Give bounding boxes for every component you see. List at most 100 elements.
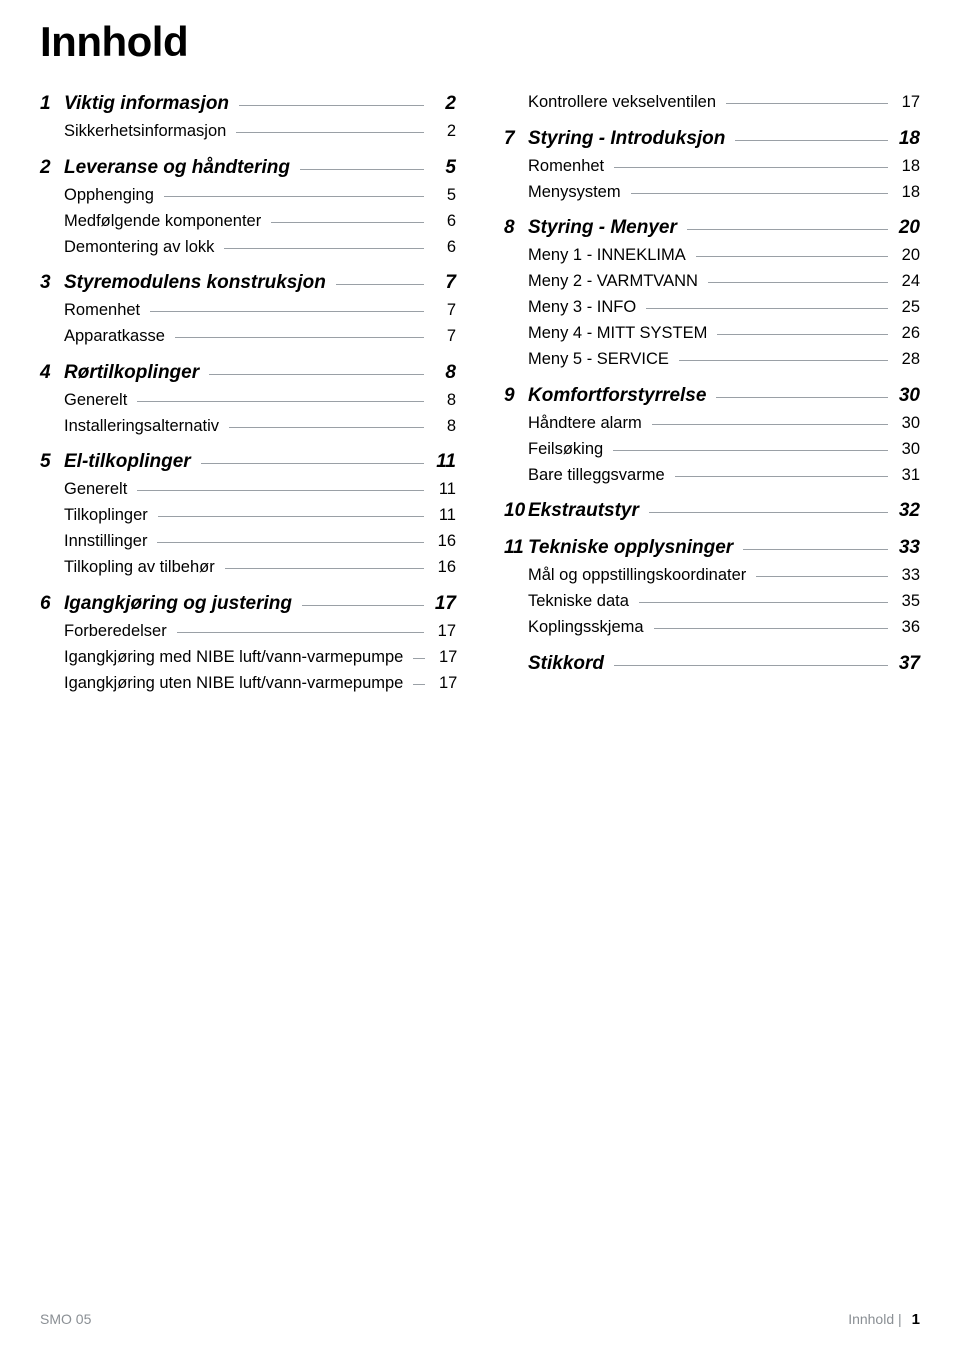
entry-page: 11 [428, 507, 456, 524]
leader-line [726, 103, 888, 104]
entry-label: Installeringsalternativ [64, 418, 225, 435]
toc-subentry: Feilsøking30 [504, 441, 920, 458]
toc-chapter: 1Viktig informasjon2 [40, 94, 456, 113]
toc-subentry: Meny 1 - INNEKLIMA20 [504, 247, 920, 264]
entry-page: 16 [428, 559, 456, 576]
leader-line [687, 229, 888, 230]
leader-line [201, 463, 424, 464]
entry-page: 33 [892, 538, 920, 557]
entry-label: Menysystem [528, 184, 627, 201]
toc-subentry: Generelt11 [40, 481, 456, 498]
chapter-number: 7 [504, 129, 528, 148]
toc-column-left: 1Viktig informasjon2Sikkerhetsinformasjo… [40, 94, 456, 701]
toc-chapter: Stikkord37 [504, 654, 920, 673]
chapter-number: 2 [40, 158, 64, 177]
entry-page: 8 [428, 363, 456, 382]
entry-label: Generelt [64, 481, 133, 498]
entry-page: 28 [892, 351, 920, 368]
toc-chapter: 6Igangkjøring og justering17 [40, 594, 456, 613]
entry-page: 26 [892, 325, 920, 342]
entry-label: Igangkjøring uten NIBE luft/vann-varmepu… [64, 675, 409, 692]
entry-label: Meny 4 - MITT SYSTEM [528, 325, 713, 342]
entry-label: Demontering av lokk [64, 239, 220, 256]
leader-line [614, 665, 888, 666]
chapter-number: 5 [40, 452, 64, 471]
leader-line [225, 568, 424, 569]
leader-line [137, 401, 424, 402]
toc-subentry: Opphenging5 [40, 187, 456, 204]
toc-chapter: 8Styring - Menyer20 [504, 218, 920, 237]
leader-line [413, 684, 425, 685]
entry-page: 5 [428, 158, 456, 177]
page-title: Innhold [40, 18, 920, 66]
entry-page: 7 [428, 328, 456, 345]
entry-label: Generelt [64, 392, 133, 409]
entry-page: 24 [892, 273, 920, 290]
entry-page: 2 [428, 123, 456, 140]
entry-label: Sikkerhetsinformasjon [64, 123, 232, 140]
leader-line [654, 628, 888, 629]
footer-page-number: 1 [912, 1311, 920, 1328]
entry-page: 17 [429, 675, 457, 692]
toc-subentry: Generelt8 [40, 392, 456, 409]
toc-chapter: 7Styring - Introduksjon18 [504, 129, 920, 148]
entry-page: 17 [428, 594, 456, 613]
leader-line [150, 311, 424, 312]
toc-subentry: Meny 2 - VARMTVANN 24 [504, 273, 920, 290]
footer-right-label: Innhold | [848, 1311, 901, 1327]
entry-label: Viktig informasjon [64, 94, 235, 113]
toc-subentry: Meny 3 - INFO25 [504, 299, 920, 316]
toc-subentry: Medfølgende komponenter6 [40, 213, 456, 230]
entry-page: 7 [428, 302, 456, 319]
entry-page: 33 [892, 567, 920, 584]
chapter-number: 3 [40, 273, 64, 292]
entry-label: Romenhet [528, 158, 610, 175]
leader-line [649, 512, 888, 513]
leader-line [158, 516, 424, 517]
entry-label: Apparatkasse [64, 328, 171, 345]
footer-left: SMO 05 [40, 1311, 91, 1328]
entry-page: 30 [892, 386, 920, 405]
toc-chapter: 2Leveranse og håndtering5 [40, 158, 456, 177]
entry-label: Tilkopling av tilbehør [64, 559, 221, 576]
entry-label: Romenhet [64, 302, 146, 319]
entry-label: Opphenging [64, 187, 160, 204]
leader-line [717, 334, 888, 335]
entry-label: Meny 2 - VARMTVANN [528, 273, 704, 290]
leader-line [271, 222, 424, 223]
entry-page: 2 [428, 94, 456, 113]
entry-label: Tekniske opplysninger [528, 538, 739, 557]
entry-label: Styremodulens konstruksjon [64, 273, 332, 292]
entry-label: Håndtere alarm [528, 415, 648, 432]
leader-line [300, 169, 424, 170]
entry-label: Forberedelser [64, 623, 173, 640]
chapter-number: 10 [504, 501, 528, 520]
chapter-number: 11 [504, 538, 528, 557]
entry-page: 17 [892, 94, 920, 111]
entry-page: 17 [429, 649, 457, 666]
leader-line [716, 397, 888, 398]
leader-line [157, 542, 424, 543]
entry-page: 18 [892, 129, 920, 148]
entry-label: Bare tilleggsvarme [528, 467, 671, 484]
entry-label: Meny 5 - SERVICE [528, 351, 675, 368]
leader-line [302, 605, 424, 606]
entry-label: Kontrollere vekselventilen [528, 94, 722, 111]
entry-label: El-tilkoplinger [64, 452, 197, 471]
entry-label: Tilkoplinger [64, 507, 154, 524]
entry-label: Komfortforstyrrelse [528, 386, 712, 405]
entry-page: 16 [428, 533, 456, 550]
entry-page: 20 [892, 247, 920, 264]
entry-label: Igangkjøring og justering [64, 594, 298, 613]
entry-page: 36 [892, 619, 920, 636]
toc-subentry: Sikkerhetsinformasjon 2 [40, 123, 456, 140]
leader-line [708, 282, 888, 283]
toc-subentry: Igangkjøring med NIBE luft/vann-varmepum… [40, 649, 456, 666]
entry-label: Rørtilkoplinger [64, 363, 205, 382]
toc-subentry: Håndtere alarm30 [504, 415, 920, 432]
entry-page: 32 [892, 501, 920, 520]
toc-chapter: 11Tekniske opplysninger 33 [504, 538, 920, 557]
entry-label: Tekniske data [528, 593, 635, 610]
leader-line [224, 248, 424, 249]
leader-line [336, 284, 424, 285]
